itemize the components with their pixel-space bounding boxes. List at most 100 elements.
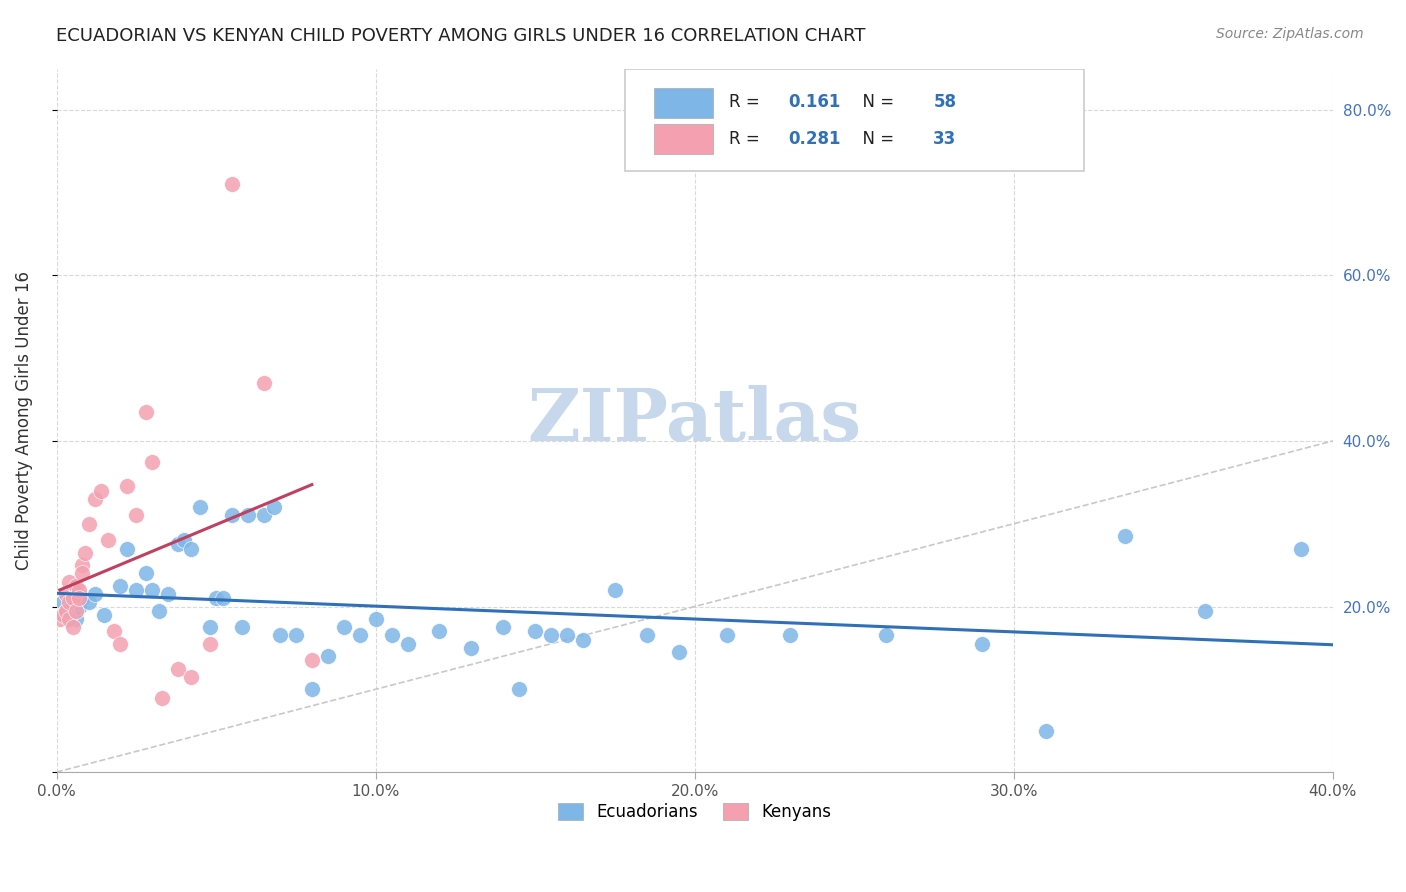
Point bbox=[157, 587, 180, 601]
Point bbox=[110, 637, 132, 651]
Point bbox=[316, 649, 339, 664]
Point bbox=[103, 624, 125, 639]
Point bbox=[55, 587, 77, 601]
Point bbox=[508, 682, 530, 697]
Point bbox=[83, 491, 105, 506]
Point bbox=[269, 628, 291, 642]
Point bbox=[875, 628, 897, 642]
Point bbox=[460, 640, 482, 655]
Point bbox=[135, 405, 157, 419]
Point bbox=[55, 604, 77, 618]
Point bbox=[301, 682, 323, 697]
Text: ZIPatlas: ZIPatlas bbox=[527, 384, 862, 456]
Point bbox=[65, 579, 87, 593]
Point bbox=[429, 624, 451, 639]
Point bbox=[211, 591, 233, 606]
Point bbox=[524, 624, 547, 639]
Point bbox=[572, 632, 595, 647]
Point bbox=[349, 628, 371, 642]
Point bbox=[253, 376, 276, 390]
Point bbox=[58, 595, 80, 609]
Text: 33: 33 bbox=[934, 130, 956, 148]
Point bbox=[231, 620, 253, 634]
Text: 58: 58 bbox=[934, 93, 956, 111]
Point bbox=[150, 690, 173, 705]
Point bbox=[205, 591, 228, 606]
Point bbox=[58, 612, 80, 626]
Point bbox=[555, 628, 578, 642]
Point bbox=[1194, 604, 1216, 618]
Point bbox=[779, 628, 801, 642]
Point bbox=[77, 595, 100, 609]
Point bbox=[65, 612, 87, 626]
Point bbox=[364, 612, 387, 626]
Point bbox=[141, 455, 163, 469]
Point bbox=[141, 582, 163, 597]
Point bbox=[115, 541, 138, 556]
Text: 0.161: 0.161 bbox=[787, 93, 841, 111]
Point bbox=[180, 670, 202, 684]
Y-axis label: Child Poverty Among Girls Under 16: Child Poverty Among Girls Under 16 bbox=[15, 271, 32, 570]
Point bbox=[198, 620, 221, 634]
Point bbox=[67, 599, 90, 614]
Point bbox=[180, 541, 202, 556]
Point bbox=[52, 607, 75, 622]
Point bbox=[668, 645, 690, 659]
FancyBboxPatch shape bbox=[654, 87, 713, 118]
Point bbox=[198, 637, 221, 651]
Point bbox=[58, 574, 80, 589]
Point bbox=[636, 628, 658, 642]
Point bbox=[221, 508, 243, 523]
Point bbox=[716, 628, 738, 642]
Point bbox=[1114, 529, 1136, 543]
Point bbox=[62, 587, 84, 601]
Point bbox=[97, 533, 120, 548]
Point bbox=[166, 537, 188, 551]
Point bbox=[115, 479, 138, 493]
Point bbox=[396, 637, 419, 651]
Point bbox=[125, 582, 148, 597]
Point bbox=[1289, 541, 1312, 556]
Point bbox=[62, 582, 84, 597]
Point bbox=[62, 620, 84, 634]
Point bbox=[284, 628, 307, 642]
Point bbox=[52, 595, 75, 609]
Point bbox=[148, 604, 170, 618]
Point bbox=[125, 508, 148, 523]
Point bbox=[70, 566, 93, 581]
Point bbox=[67, 591, 90, 606]
Point bbox=[301, 653, 323, 667]
Point bbox=[236, 508, 259, 523]
Point bbox=[93, 607, 115, 622]
Point bbox=[67, 582, 90, 597]
Point bbox=[90, 483, 112, 498]
Point bbox=[70, 558, 93, 573]
Text: N =: N = bbox=[852, 130, 898, 148]
Point bbox=[381, 628, 404, 642]
Point bbox=[166, 662, 188, 676]
Point bbox=[55, 604, 77, 618]
Point bbox=[188, 500, 211, 515]
Point bbox=[492, 620, 515, 634]
Point bbox=[70, 591, 93, 606]
Point bbox=[110, 579, 132, 593]
Point bbox=[253, 508, 276, 523]
Text: 0.281: 0.281 bbox=[787, 130, 841, 148]
Point bbox=[970, 637, 993, 651]
Point bbox=[58, 612, 80, 626]
Text: Source: ZipAtlas.com: Source: ZipAtlas.com bbox=[1216, 27, 1364, 41]
Point bbox=[135, 566, 157, 581]
Point bbox=[173, 533, 195, 548]
Point bbox=[221, 178, 243, 192]
FancyBboxPatch shape bbox=[654, 124, 713, 154]
Point bbox=[49, 612, 72, 626]
Text: R =: R = bbox=[730, 130, 765, 148]
Point bbox=[1035, 723, 1057, 738]
Legend: Ecuadorians, Kenyans: Ecuadorians, Kenyans bbox=[544, 789, 845, 834]
Text: ECUADORIAN VS KENYAN CHILD POVERTY AMONG GIRLS UNDER 16 CORRELATION CHART: ECUADORIAN VS KENYAN CHILD POVERTY AMONG… bbox=[56, 27, 866, 45]
Point bbox=[540, 628, 562, 642]
Point bbox=[263, 500, 285, 515]
Point bbox=[75, 546, 97, 560]
Point bbox=[65, 604, 87, 618]
Point bbox=[83, 587, 105, 601]
